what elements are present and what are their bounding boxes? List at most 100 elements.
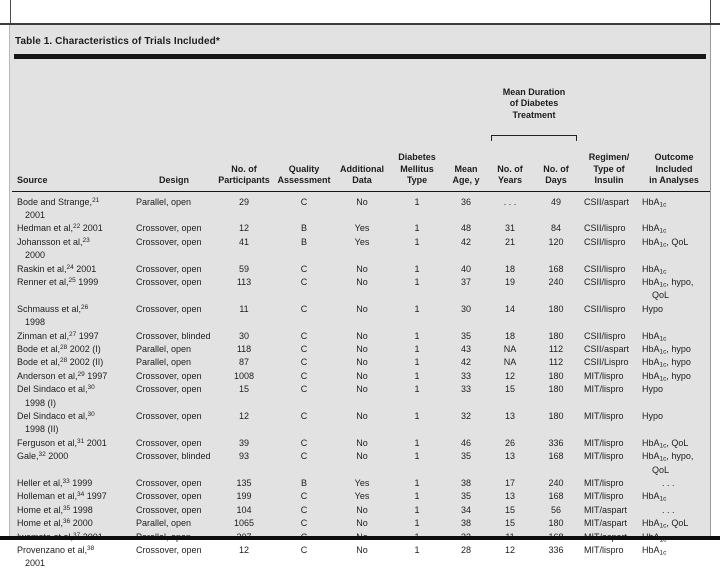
cell-duration-years: 15 (504, 384, 515, 395)
cell-duration-days: 49 (551, 196, 562, 207)
cell-additional-data: No (356, 451, 368, 462)
cell-mean-age: 33 (460, 384, 471, 395)
cell-dm-type: 1 (414, 478, 420, 489)
cell-duration-years: 12 (504, 370, 515, 381)
cell-design: Crossover, blinded (136, 451, 211, 462)
cell-design: Parallel, open (136, 518, 192, 529)
cell-outcome: HbA1c, hypo (642, 357, 691, 369)
cell-additional-data: Yes (354, 223, 370, 234)
table-row: Renner et al,25 1999 Crossover, open 113… (12, 276, 710, 303)
cell-participants: 199 (236, 491, 252, 502)
cell-regimen: MIT/aspart (584, 504, 628, 515)
cell-duration-years: 26 (504, 437, 515, 448)
cell-duration-days: 112 (548, 357, 564, 368)
cell-participants: 93 (238, 451, 249, 462)
cell-design: Crossover, open (136, 236, 202, 247)
cell-duration-days: 56 (551, 504, 562, 515)
cell-duration-years: 15 (504, 504, 515, 515)
cell-outcome: HbA1c, hypo, QoL (642, 451, 694, 475)
cell-duration-days: 180 (548, 330, 564, 341)
cell-regimen: CSII/lispro (584, 263, 626, 274)
table-row: Heller et al,33 1999 Crossover, open 135… (12, 477, 710, 490)
cell-quality-assessment: C (300, 276, 308, 287)
col-group-duration: Mean Duration of Diabetes Treatment (488, 59, 580, 152)
cell-outcome: Hypo (642, 384, 664, 395)
cell-duration-years: 18 (504, 263, 515, 274)
cell-source: Schmauss et al,26 1998 (17, 303, 89, 328)
table-row: Provenzano et al,38 2001 Crossover, open… (12, 544, 710, 571)
col-header-source: Source (12, 152, 134, 192)
cell-duration-days: 168 (548, 451, 564, 462)
col-header-quality: Quality Assessment (274, 152, 334, 192)
table-row: Home et al,35 1998 Crossover, open 104 C… (12, 504, 710, 517)
cell-source: Anderson et al,29 1997 (17, 370, 108, 381)
cell-quality-assessment: B (300, 236, 307, 247)
cell-regimen: CSII/lispro (584, 276, 626, 287)
cell-outcome: HbA1c (642, 196, 667, 208)
cell-quality-assessment: C (300, 343, 308, 354)
cell-participants: 113 (236, 276, 252, 287)
column-header-row: Source Design No. of Participants Qualit… (12, 152, 711, 192)
cell-outcome: HbA1c (642, 223, 667, 235)
cell-outcome: HbA1c (642, 545, 667, 557)
cell-quality-assessment: C (300, 451, 308, 462)
cell-outcome: HbA1c, QoL (642, 518, 689, 530)
cell-mean-age: 35 (460, 330, 471, 341)
cell-design: Crossover, open (136, 491, 202, 502)
table-body: Bode and Strange,21 2001 Parallel, open … (12, 191, 710, 571)
cell-duration-years: 14 (504, 303, 515, 314)
cell-regimen: CSII/lispro (584, 223, 626, 234)
cell-mean-age: 35 (460, 491, 471, 502)
cell-mean-age: 30 (460, 303, 471, 314)
cell-additional-data: No (356, 370, 368, 381)
cell-outcome: . . . (662, 504, 675, 515)
cell-participants: 135 (236, 478, 252, 489)
col-header-dm-type: Diabetes Mellitus Type (390, 152, 444, 192)
cell-participants: 87 (238, 357, 249, 368)
cell-participants: 29 (238, 196, 249, 207)
cell-participants: 59 (238, 263, 249, 274)
cell-quality-assessment: C (300, 504, 308, 515)
cell-dm-type: 1 (414, 370, 420, 381)
cell-source: Bode et al,28 2002 (I) (17, 343, 101, 354)
cell-duration-years: 15 (504, 518, 515, 529)
cell-design: Parallel, open (136, 357, 192, 368)
cell-mean-age: 48 (460, 223, 471, 234)
cell-mean-age: 46 (460, 437, 471, 448)
cell-source: Del Sindaco et al,30 1998 (II) (17, 411, 95, 435)
cell-mean-age: 34 (460, 504, 471, 515)
cell-duration-days: 240 (548, 276, 564, 287)
cell-outcome: HbA1c, QoL (642, 437, 689, 450)
cell-additional-data: No (356, 545, 368, 556)
cell-regimen: CSII/lispro (584, 303, 626, 314)
cell-quality-assessment: C (300, 437, 308, 448)
cell-design: Parallel, open (136, 196, 192, 207)
cell-duration-days: 240 (548, 478, 564, 489)
cell-duration-years: 13 (504, 411, 515, 421)
cell-dm-type: 1 (414, 223, 420, 234)
cell-duration-days: 180 (548, 518, 564, 529)
cell-mean-age: 33 (460, 370, 471, 381)
cell-source: Ferguson et al,31 2001 (17, 437, 107, 448)
cell-mean-age: 38 (460, 518, 471, 529)
cell-dm-type: 1 (414, 518, 420, 529)
cell-design: Crossover, open (136, 504, 202, 515)
duration-group-label: Mean Duration of Diabetes Treatment (502, 86, 566, 120)
cell-outcome: HbA1c, hypo (642, 343, 691, 356)
cell-dm-type: 1 (414, 263, 420, 274)
cell-duration-years: 19 (504, 276, 515, 287)
cell-regimen: CSII/aspart (584, 196, 630, 207)
cell-design: Crossover, open (136, 437, 202, 448)
col-header-design: Design (134, 152, 214, 192)
cell-mean-age: 37 (460, 276, 471, 287)
cell-design: Crossover, open (136, 303, 202, 314)
cell-duration-years: 17 (504, 478, 515, 489)
title-thick-rule (14, 54, 706, 59)
cell-design: Crossover, open (136, 223, 202, 234)
table-row: Holleman et al,34 1997 Crossover, open 1… (12, 490, 710, 503)
table-row: Schmauss et al,26 1998 Crossover, open 1… (12, 303, 710, 330)
top-left-border-tick (10, 0, 11, 23)
top-right-border-tick (710, 0, 711, 23)
cell-dm-type: 1 (414, 276, 420, 287)
cell-participants: 15 (238, 384, 249, 395)
